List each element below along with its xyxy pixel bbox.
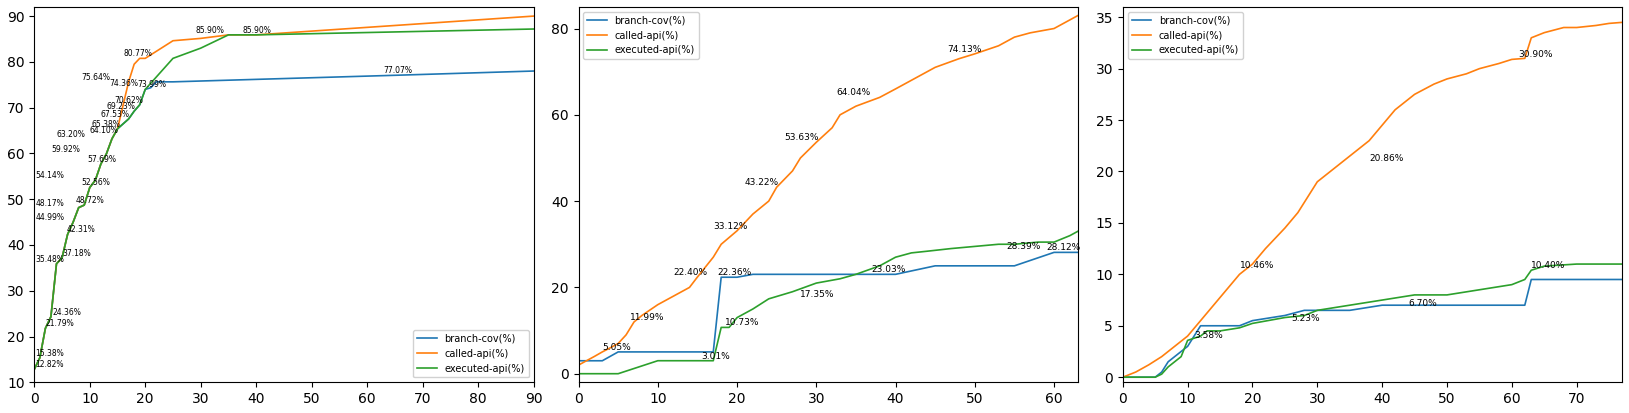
Text: 52.56%: 52.56% xyxy=(81,178,111,188)
Text: 64.04%: 64.04% xyxy=(836,88,870,97)
Text: 30.90%: 30.90% xyxy=(1518,50,1552,59)
Text: 42.31%: 42.31% xyxy=(67,225,94,235)
Text: 6.70%: 6.70% xyxy=(1407,299,1437,308)
Text: 69.23%: 69.23% xyxy=(106,102,135,111)
Text: 63.20%: 63.20% xyxy=(57,130,85,139)
Legend: branch-cov(%), called-api(%), executed-api(%): branch-cov(%), called-api(%), executed-a… xyxy=(414,330,529,377)
Text: 10.40%: 10.40% xyxy=(1531,261,1565,270)
Text: 17.35%: 17.35% xyxy=(800,290,836,299)
Text: 65.38%: 65.38% xyxy=(91,120,121,129)
Text: 21.79%: 21.79% xyxy=(46,319,75,328)
Text: 11.99%: 11.99% xyxy=(630,313,665,322)
Legend: branch-cov(%), called-api(%), executed-api(%): branch-cov(%), called-api(%), executed-a… xyxy=(583,12,699,59)
Text: 22.40%: 22.40% xyxy=(674,268,707,277)
Text: 12.82%: 12.82% xyxy=(36,361,64,369)
Text: 70.62%: 70.62% xyxy=(114,96,143,105)
Text: 15.38%: 15.38% xyxy=(36,349,64,358)
Text: 67.53%: 67.53% xyxy=(101,110,130,119)
Text: 73.99%: 73.99% xyxy=(137,81,166,89)
Text: 57.69%: 57.69% xyxy=(86,155,116,164)
Text: 74.36%: 74.36% xyxy=(109,79,138,88)
Text: 64.10%: 64.10% xyxy=(90,126,119,135)
Text: 24.36%: 24.36% xyxy=(52,308,81,317)
Text: 80.77%: 80.77% xyxy=(124,50,151,58)
Text: 3.58%: 3.58% xyxy=(1194,331,1223,340)
Text: 44.99%: 44.99% xyxy=(36,213,65,222)
Text: 22.36%: 22.36% xyxy=(717,268,751,277)
Text: 77.07%: 77.07% xyxy=(384,66,412,75)
Legend: branch-cov(%), called-api(%), executed-api(%): branch-cov(%), called-api(%), executed-a… xyxy=(1127,12,1243,59)
Text: 37.18%: 37.18% xyxy=(62,249,91,258)
Text: 53.63%: 53.63% xyxy=(785,133,819,142)
Text: 3.01%: 3.01% xyxy=(702,352,730,361)
Text: 85.90%: 85.90% xyxy=(195,26,225,35)
Text: 5.05%: 5.05% xyxy=(603,343,630,352)
Text: 28.39%: 28.39% xyxy=(1007,242,1041,251)
Text: 28.12%: 28.12% xyxy=(1046,243,1080,252)
Text: 43.22%: 43.22% xyxy=(744,178,779,187)
Text: 48.72%: 48.72% xyxy=(77,196,104,205)
Text: 85.90%: 85.90% xyxy=(243,26,270,35)
Text: 54.14%: 54.14% xyxy=(36,171,64,180)
Text: 74.13%: 74.13% xyxy=(946,45,981,54)
Text: 10.46%: 10.46% xyxy=(1240,261,1274,270)
Text: 33.12%: 33.12% xyxy=(714,222,748,231)
Text: 23.03%: 23.03% xyxy=(872,265,906,274)
Text: 10.73%: 10.73% xyxy=(725,318,759,328)
Text: 35.48%: 35.48% xyxy=(36,255,64,264)
Text: 5.23%: 5.23% xyxy=(1292,314,1319,323)
Text: 20.86%: 20.86% xyxy=(1370,154,1404,163)
Text: 75.64%: 75.64% xyxy=(81,73,111,82)
Text: 59.92%: 59.92% xyxy=(50,145,80,154)
Text: 48.17%: 48.17% xyxy=(36,199,64,208)
